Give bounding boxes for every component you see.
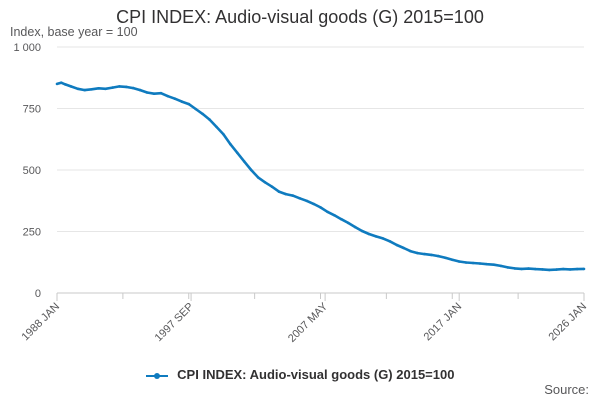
x-tick-label: 2026 JAN: [546, 301, 589, 344]
data-point: [104, 87, 107, 91]
y-tick-label: 250: [23, 227, 41, 239]
data-point: [492, 263, 496, 267]
data-point: [520, 267, 523, 271]
data-point: [173, 97, 177, 100]
data-point: [59, 81, 63, 84]
data-point: [83, 88, 86, 92]
data-point: [360, 229, 364, 233]
data-point: [242, 160, 246, 163]
data-point: [437, 254, 440, 258]
data-point: [64, 83, 67, 86]
data-point: [194, 107, 197, 111]
data-point: [208, 118, 211, 121]
data-point: [284, 192, 288, 196]
data-point: [423, 252, 426, 256]
x-tick-label: 2017 JAN: [422, 301, 465, 344]
chart-title: CPI INDEX: Audio-visual goods (G) 2015=1…: [116, 7, 484, 27]
data-point: [416, 251, 419, 255]
data-point: [548, 268, 551, 272]
data-point: [229, 142, 232, 146]
data-point: [346, 221, 350, 225]
y-tick-label: 1 000: [13, 42, 41, 54]
data-point: [326, 210, 329, 214]
data-point: [215, 125, 218, 129]
data-point: [367, 232, 371, 236]
x-tick-label: 1997 SEP: [153, 301, 197, 345]
data-point: [201, 112, 204, 116]
data-point: [513, 267, 516, 270]
data-point: [555, 268, 558, 271]
data-point: [125, 85, 128, 89]
data-point: [541, 268, 544, 271]
data-point: [132, 86, 135, 90]
data-point: [471, 261, 475, 265]
data-point: [575, 267, 579, 271]
data-point: [312, 202, 315, 206]
data-point: [527, 267, 530, 270]
data-point: [249, 168, 253, 172]
data-point: [159, 91, 163, 95]
series-line: [56, 81, 585, 272]
data-point: [236, 151, 239, 155]
data-point: [402, 246, 406, 250]
y-tick-label: 500: [23, 165, 41, 177]
data-point: [561, 267, 565, 271]
data-point: [305, 199, 308, 203]
data-point: [187, 102, 191, 106]
x-tick-label: 2007 MAY: [286, 300, 331, 345]
x-tick-label: 1988 JAN: [19, 301, 62, 344]
data-point: [298, 197, 302, 200]
data-point: [166, 94, 170, 98]
data-point: [291, 194, 295, 197]
data-point: [430, 253, 433, 257]
data-point: [388, 240, 392, 243]
data-point: [457, 260, 461, 263]
data-point: [111, 86, 114, 89]
data-point: [69, 85, 73, 88]
data-point: [340, 217, 343, 221]
data-point: [277, 190, 281, 193]
data-point: [444, 256, 447, 260]
data-point: [381, 237, 385, 240]
legend: CPI INDEX: Audio-visual goods (G) 2015=1…: [0, 367, 600, 382]
data-point: [90, 88, 93, 91]
data-point: [534, 267, 537, 271]
data-point: [582, 267, 586, 271]
data-point: [506, 266, 510, 269]
data-point: [451, 258, 454, 262]
data-point: [97, 87, 100, 90]
legend-swatch: [145, 370, 168, 382]
data-point: [138, 88, 142, 92]
data-point: [374, 235, 378, 238]
y-tick-label: 0: [35, 288, 41, 300]
y-axis-label: Index, base year = 100: [10, 25, 138, 39]
y-tick-label: 750: [23, 104, 41, 116]
data-point: [76, 87, 80, 91]
data-point: [145, 91, 149, 94]
data-point: [118, 85, 121, 88]
data-point: [333, 214, 336, 217]
data-point: [395, 243, 399, 247]
legend-label: CPI INDEX: Audio-visual goods (G) 2015=1…: [177, 367, 455, 382]
data-point: [55, 82, 59, 86]
data-point: [353, 225, 357, 229]
data-point: [499, 264, 503, 268]
data-point: [222, 133, 225, 136]
data-point: [568, 268, 572, 271]
data-point: [485, 262, 489, 266]
data-point: [319, 206, 322, 209]
data-point: [478, 262, 482, 265]
data-point: [152, 92, 156, 95]
data-point: [270, 185, 274, 188]
data-point: [409, 249, 412, 253]
data-point: [256, 176, 260, 179]
data-point: [464, 261, 468, 264]
data-point: [180, 100, 184, 103]
source-label: Source:: [544, 382, 589, 397]
data-point: [263, 181, 267, 184]
